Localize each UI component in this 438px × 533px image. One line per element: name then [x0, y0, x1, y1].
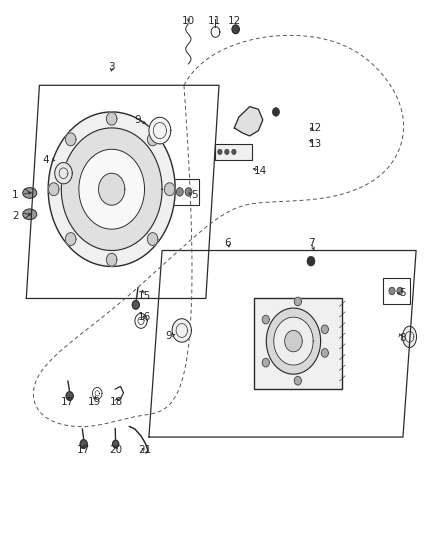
- Text: 16: 16: [138, 312, 151, 322]
- Circle shape: [218, 149, 222, 155]
- Text: 7: 7: [307, 238, 314, 247]
- Polygon shape: [262, 358, 269, 367]
- Polygon shape: [132, 301, 139, 309]
- Circle shape: [307, 256, 315, 266]
- Text: 9: 9: [165, 331, 172, 341]
- Polygon shape: [148, 133, 158, 146]
- Polygon shape: [149, 117, 171, 144]
- Polygon shape: [113, 440, 119, 448]
- Polygon shape: [148, 233, 158, 246]
- Circle shape: [397, 287, 403, 295]
- Polygon shape: [61, 128, 162, 251]
- Polygon shape: [262, 316, 269, 324]
- Text: 19: 19: [88, 398, 101, 407]
- Circle shape: [272, 108, 279, 116]
- FancyBboxPatch shape: [383, 278, 410, 304]
- Polygon shape: [80, 440, 87, 448]
- FancyBboxPatch shape: [171, 179, 199, 205]
- FancyBboxPatch shape: [215, 144, 252, 160]
- Polygon shape: [99, 173, 125, 205]
- Circle shape: [232, 149, 236, 155]
- Text: 9: 9: [134, 115, 141, 125]
- Polygon shape: [79, 149, 145, 229]
- Ellipse shape: [23, 188, 37, 198]
- Polygon shape: [266, 308, 321, 374]
- Text: 17: 17: [61, 398, 74, 407]
- Text: 5: 5: [191, 190, 198, 199]
- Polygon shape: [234, 107, 263, 136]
- Text: 21: 21: [138, 446, 151, 455]
- Ellipse shape: [403, 326, 417, 348]
- Text: 15: 15: [138, 291, 151, 301]
- Text: 14: 14: [254, 166, 267, 175]
- Text: 1: 1: [12, 190, 19, 199]
- Text: 6: 6: [224, 238, 231, 247]
- Text: 10: 10: [182, 17, 195, 26]
- Polygon shape: [274, 317, 313, 365]
- Circle shape: [225, 149, 229, 155]
- Polygon shape: [294, 297, 301, 306]
- Text: 5: 5: [399, 288, 406, 298]
- Text: 18: 18: [110, 398, 123, 407]
- Polygon shape: [164, 183, 175, 196]
- Text: 13: 13: [309, 139, 322, 149]
- Text: 8: 8: [399, 334, 406, 343]
- Polygon shape: [65, 233, 76, 246]
- Text: 2: 2: [12, 211, 19, 221]
- Polygon shape: [321, 325, 328, 334]
- Polygon shape: [232, 25, 239, 34]
- Polygon shape: [106, 112, 117, 125]
- Polygon shape: [48, 112, 175, 266]
- Text: 12: 12: [228, 17, 241, 26]
- Text: 4: 4: [42, 155, 49, 165]
- FancyBboxPatch shape: [254, 298, 342, 389]
- Text: 20: 20: [110, 446, 123, 455]
- Polygon shape: [285, 330, 302, 352]
- Text: 3: 3: [108, 62, 115, 71]
- Text: 11: 11: [208, 17, 221, 26]
- Polygon shape: [65, 133, 76, 146]
- Polygon shape: [49, 183, 59, 196]
- Ellipse shape: [23, 209, 37, 220]
- Polygon shape: [55, 163, 72, 184]
- Circle shape: [185, 188, 192, 196]
- Polygon shape: [321, 349, 328, 357]
- Text: 12: 12: [309, 123, 322, 133]
- Text: 17: 17: [77, 446, 90, 455]
- Polygon shape: [106, 253, 117, 266]
- Polygon shape: [172, 319, 191, 342]
- Circle shape: [389, 287, 395, 295]
- Polygon shape: [66, 392, 73, 400]
- Polygon shape: [294, 376, 301, 385]
- Circle shape: [176, 188, 183, 196]
